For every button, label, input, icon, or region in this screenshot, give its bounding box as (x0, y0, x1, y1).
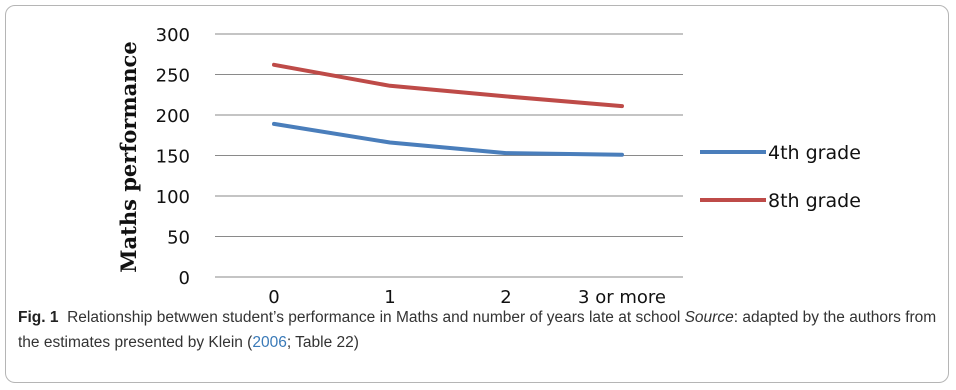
caption-source-word: Source (684, 309, 734, 326)
series-lines (272, 62, 624, 157)
y-axis-label: Maths performance (116, 41, 141, 272)
y-tick-label: 150 (156, 147, 190, 168)
series-line (272, 121, 624, 157)
x-tick-label: 0 (268, 287, 279, 305)
x-tick-labels: 0 1 2 3 or more (268, 287, 666, 305)
y-tick-label: 200 (156, 106, 190, 127)
caption-text-c: ; Table 22) (286, 334, 359, 351)
x-tick-label: 2 (500, 287, 511, 305)
x-tick-label: 3 or more (578, 287, 666, 305)
legend-label: 4th grade (768, 142, 861, 164)
figure-caption: Fig. 1 Relationship betwwen student’s pe… (18, 305, 943, 355)
legend-label: 8th grade (768, 190, 861, 212)
y-tick-label: 300 (156, 25, 190, 46)
citation-link[interactable]: 2006 (252, 334, 287, 351)
series-line (272, 62, 624, 109)
legend: 4th grade 8th grade (700, 142, 861, 212)
y-tick-label: 250 (156, 66, 190, 87)
figure-frame (5, 5, 949, 383)
y-tick-labels: 0 50 100 150 200 250 300 (156, 25, 190, 289)
caption-text-a: Relationship betwwen student’s performan… (67, 309, 685, 326)
y-tick-label: 100 (156, 187, 190, 208)
caption-text-b: : adapted by the authors from the estima… (18, 309, 937, 351)
y-tick-label: 0 (179, 268, 190, 289)
x-tick-label: 1 (384, 287, 395, 305)
figure-label: Fig. 1 (18, 309, 59, 326)
y-tick-label: 50 (167, 228, 190, 249)
line-chart: 0 50 100 150 200 250 300 0 1 2 3 or more 4th grad… (116, 25, 861, 305)
